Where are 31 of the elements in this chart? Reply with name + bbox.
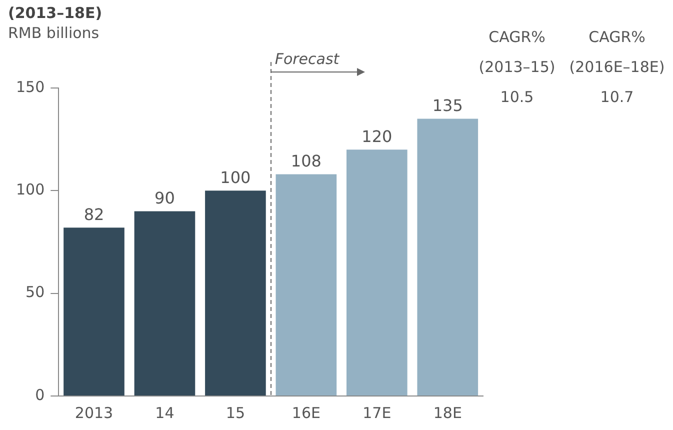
- data-label: 108: [290, 151, 322, 170]
- x-tick-label: 15: [226, 404, 245, 422]
- x-tick-label: 17E: [362, 404, 392, 422]
- data-label: 100: [220, 168, 251, 187]
- data-label: 82: [84, 204, 104, 224]
- x-tick-label: 14: [155, 404, 174, 422]
- bar: [134, 211, 196, 396]
- x-tick-label: 16E: [292, 404, 320, 422]
- bar: [346, 150, 408, 396]
- text: (2013–15): [478, 58, 556, 76]
- y-tick-label: 50: [26, 283, 45, 302]
- data-label: 135: [432, 96, 463, 115]
- data-label: 90: [154, 188, 175, 208]
- text: CAGR%: [588, 28, 646, 46]
- chart-subtitle: RMB billions: [8, 24, 100, 42]
- data-label: 120: [362, 126, 392, 146]
- x-tick-label: 18E: [433, 404, 462, 422]
- text: Forecast: [274, 50, 340, 68]
- bar: [417, 118, 478, 396]
- text: 10.5: [500, 88, 534, 106]
- y-tick-label: 100: [16, 180, 45, 199]
- text: 10.7: [600, 88, 634, 106]
- y-tick-label: 150: [16, 78, 45, 96]
- bar: [276, 174, 337, 396]
- x-tick-label: 2013: [74, 404, 114, 422]
- bar: [205, 190, 266, 396]
- bar: [64, 228, 124, 396]
- y-tick-label: 0: [35, 386, 45, 404]
- text: (2016E–18E): [569, 58, 665, 76]
- chart-title: (2013–18E): [8, 4, 102, 22]
- text: CAGR%: [488, 28, 546, 46]
